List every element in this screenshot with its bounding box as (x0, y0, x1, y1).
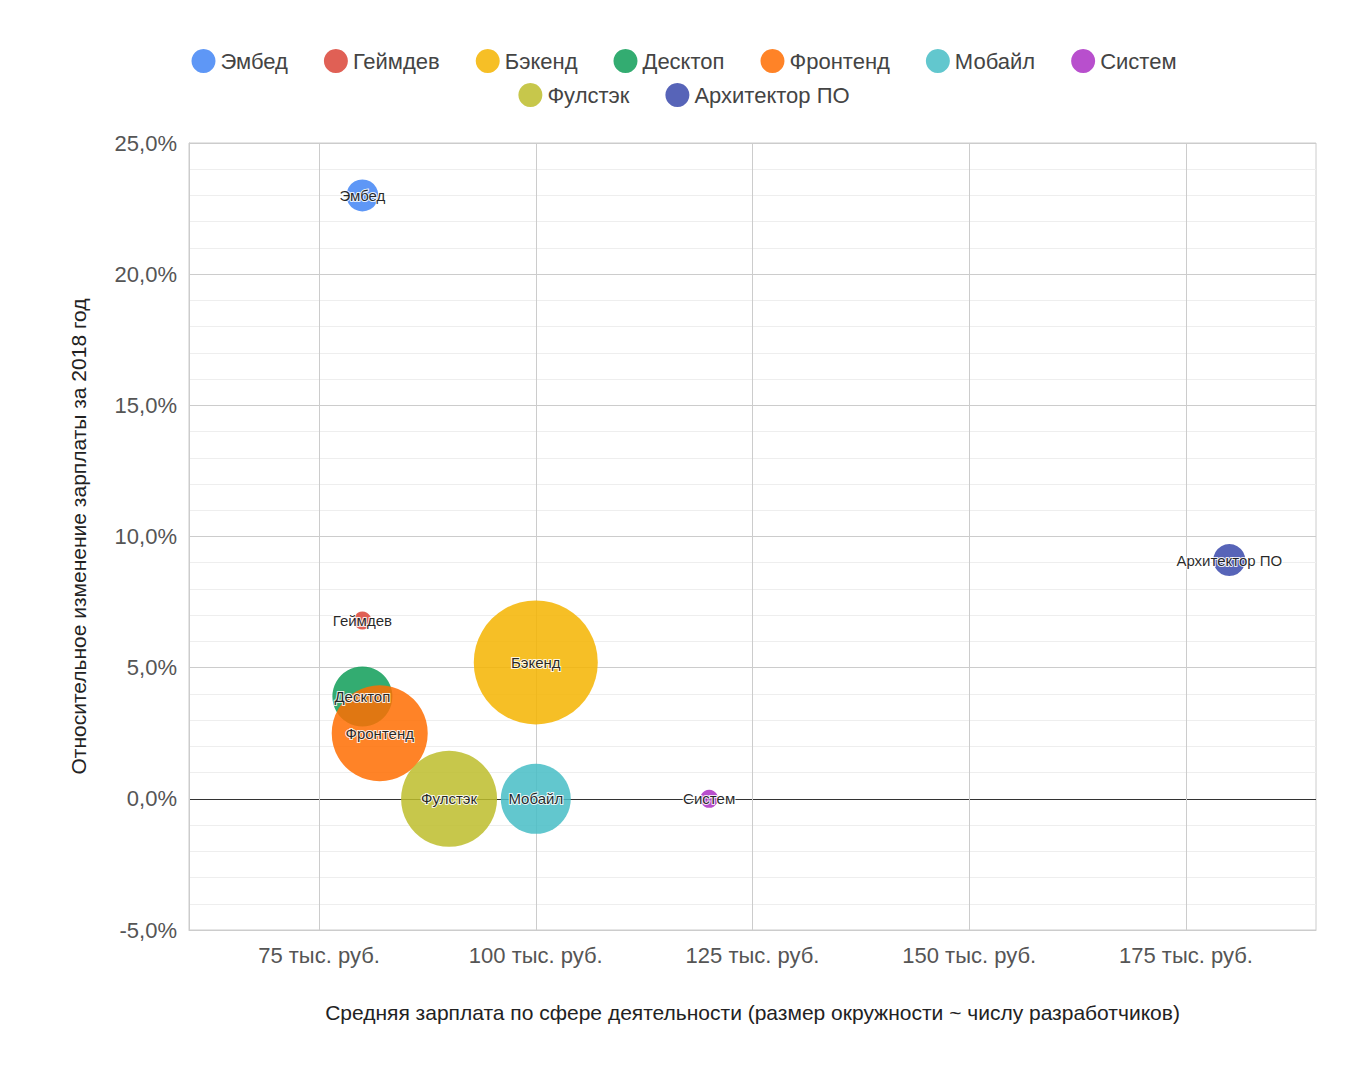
svg-text:0,0%: 0,0% (127, 786, 177, 811)
svg-text:Эмбед: Эмбед (220, 49, 288, 74)
svg-text:Фулстэк: Фулстэк (421, 790, 477, 807)
svg-text:15,0%: 15,0% (115, 393, 177, 418)
svg-text:Средняя зарплата по сфере деят: Средняя зарплата по сфере деятельности (… (325, 1001, 1180, 1024)
svg-text:Геймдев: Геймдев (333, 612, 392, 629)
svg-text:125 тыс. руб.: 125 тыс. руб. (686, 943, 820, 968)
svg-text:150 тыс. руб.: 150 тыс. руб. (902, 943, 1036, 968)
svg-text:Архитектор ПО: Архитектор ПО (1176, 552, 1282, 569)
svg-text:Эмбед: Эмбед (339, 187, 385, 204)
svg-text:Бэкенд: Бэкенд (505, 49, 578, 74)
svg-text:5,0%: 5,0% (127, 655, 177, 680)
svg-text:Систем: Систем (683, 790, 735, 807)
svg-text:20,0%: 20,0% (115, 262, 177, 287)
svg-text:Мобайл: Мобайл (955, 49, 1035, 74)
svg-text:Фронтенд: Фронтенд (345, 725, 414, 742)
svg-text:Фулстэк: Фулстэк (547, 83, 629, 108)
svg-text:Десктоп: Десктоп (334, 688, 390, 705)
svg-text:Архитектор ПО: Архитектор ПО (694, 83, 849, 108)
svg-text:Бэкенд: Бэкенд (511, 654, 561, 671)
svg-text:75 тыс. руб.: 75 тыс. руб. (258, 943, 380, 968)
svg-text:175 тыс. руб.: 175 тыс. руб. (1119, 943, 1253, 968)
svg-text:-5,0%: -5,0% (120, 918, 177, 943)
svg-text:10,0%: 10,0% (115, 524, 177, 549)
svg-text:Мобайл: Мобайл (508, 790, 563, 807)
svg-text:25,0%: 25,0% (115, 131, 177, 156)
svg-text:Относительное изменение зарпла: Относительное изменение зарплаты за 2018… (67, 298, 90, 774)
svg-text:100 тыс. руб.: 100 тыс. руб. (469, 943, 603, 968)
svg-text:Десктоп: Десктоп (642, 49, 724, 74)
svg-text:Систем: Систем (1100, 49, 1176, 74)
svg-text:Геймдев: Геймдев (353, 49, 440, 74)
svg-text:Фронтенд: Фронтенд (789, 49, 890, 74)
